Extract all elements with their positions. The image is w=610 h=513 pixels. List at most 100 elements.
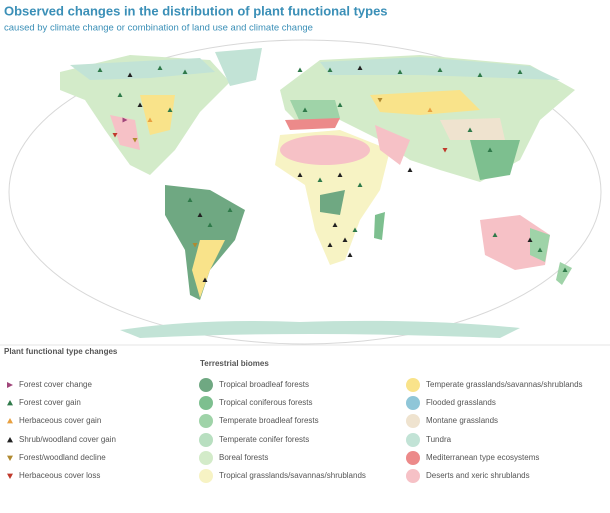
legend-label: Flooded grasslands xyxy=(426,398,496,407)
legend-label: Herbaceous cover gain xyxy=(19,416,101,425)
marker xyxy=(112,133,118,138)
marker xyxy=(137,102,143,107)
legend-label: Tropical coniferous forests xyxy=(219,398,313,407)
legend-label: Herbaceous cover loss xyxy=(19,471,100,480)
tundra-na xyxy=(70,58,215,80)
marker xyxy=(7,382,13,388)
legend-swatch xyxy=(199,396,213,410)
marker xyxy=(337,172,343,177)
marker xyxy=(207,222,213,227)
marker xyxy=(297,67,303,72)
subtitle: caused by climate change or combination … xyxy=(4,23,313,34)
marker xyxy=(97,67,103,72)
legend-swatch xyxy=(199,433,213,447)
legend-swatch xyxy=(406,433,420,447)
greenland xyxy=(215,48,262,86)
marker xyxy=(7,437,13,443)
pampas xyxy=(192,240,225,298)
marker xyxy=(357,182,363,187)
marker xyxy=(147,117,153,122)
legend-label: Mediterranean type ecosystems xyxy=(426,453,539,462)
marker xyxy=(127,72,133,77)
marker xyxy=(7,473,13,479)
legend-label: Shrub/woodland cover gain xyxy=(19,435,116,444)
legend-label: Deserts and xeric shrublands xyxy=(426,471,530,480)
tibet xyxy=(440,118,505,140)
legend-swatch xyxy=(406,396,420,410)
legend-swatch xyxy=(406,451,420,465)
marker xyxy=(517,69,523,74)
legend-swatch xyxy=(199,414,213,428)
legend-label: Tundra xyxy=(426,435,452,444)
australia-east xyxy=(530,228,550,262)
marker xyxy=(317,177,323,182)
arabia xyxy=(375,125,410,165)
legend-label: Montane grasslands xyxy=(426,416,498,425)
marker xyxy=(157,65,163,70)
legend-swatch xyxy=(199,378,213,392)
europe-forest xyxy=(290,100,340,122)
marker xyxy=(327,242,333,247)
marker xyxy=(397,69,403,74)
marker xyxy=(167,107,173,112)
marker xyxy=(492,232,498,237)
legend-label: Temperate broadleaf forests xyxy=(219,416,319,425)
map-markers xyxy=(97,65,568,282)
na-desert xyxy=(110,115,140,150)
marker xyxy=(467,127,473,132)
marker xyxy=(197,212,203,217)
marker xyxy=(537,247,543,252)
marker xyxy=(342,237,348,242)
new-zealand xyxy=(556,262,572,285)
legend-title: Plant functional type changes xyxy=(4,347,118,356)
marker xyxy=(297,172,303,177)
map xyxy=(8,39,602,345)
marker xyxy=(327,67,333,72)
legend-swatch xyxy=(199,451,213,465)
legend-label: Forest/woodland decline xyxy=(19,453,106,462)
marker xyxy=(302,107,308,112)
australia xyxy=(480,215,550,270)
marker xyxy=(442,148,448,153)
marker xyxy=(357,65,363,70)
marker xyxy=(352,227,358,232)
marker xyxy=(437,67,443,72)
marker xyxy=(487,147,493,152)
madagascar xyxy=(374,212,385,240)
marker xyxy=(337,102,343,107)
marker xyxy=(407,167,413,172)
marker xyxy=(562,267,568,272)
marker xyxy=(347,252,353,257)
marker xyxy=(182,69,188,74)
marker xyxy=(117,92,123,97)
steppe xyxy=(370,90,480,115)
legend-label: Temperate conifer forests xyxy=(219,435,309,444)
legend-swatch xyxy=(406,378,420,392)
marker xyxy=(7,400,13,406)
marker xyxy=(227,207,233,212)
legend-label: Temperate grasslands/savannas/shrublands xyxy=(426,380,583,389)
legend-title: Terrestrial biomes xyxy=(200,359,269,368)
marker xyxy=(377,98,383,103)
marker xyxy=(202,277,208,282)
se-asia xyxy=(470,140,520,180)
legend-swatch xyxy=(199,469,213,483)
legend-label: Tropical broadleaf forests xyxy=(219,380,309,389)
marker xyxy=(427,107,433,112)
prairie xyxy=(140,95,175,135)
legend-label: Tropical grasslands/savannas/shrublands xyxy=(219,471,366,480)
legend-label: Forest cover change xyxy=(19,380,92,389)
marker xyxy=(527,237,533,242)
marker xyxy=(187,197,193,202)
sahara xyxy=(280,135,370,165)
marker xyxy=(192,243,198,248)
antarctica xyxy=(120,320,520,338)
marker xyxy=(477,72,483,77)
legend-label: Forest cover gain xyxy=(19,398,81,407)
congo xyxy=(320,190,345,215)
marker xyxy=(7,418,13,424)
marker xyxy=(122,117,128,123)
legend-swatch xyxy=(406,414,420,428)
mediterranean xyxy=(285,118,340,130)
